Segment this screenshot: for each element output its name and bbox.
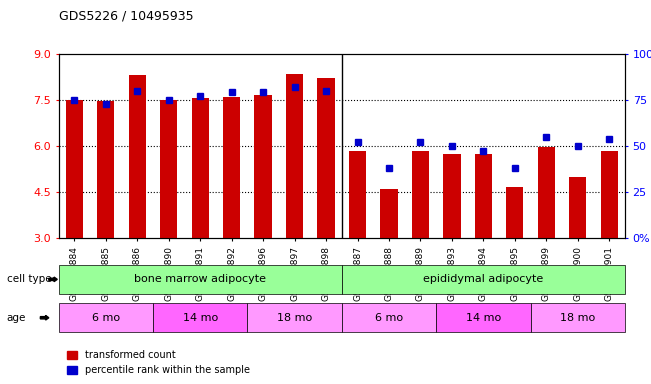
Bar: [191, 98, 209, 238]
Text: 14 mo: 14 mo: [465, 313, 501, 323]
Bar: [286, 74, 303, 238]
Text: 18 mo: 18 mo: [560, 313, 596, 323]
Bar: [349, 151, 366, 238]
Bar: [506, 187, 523, 238]
Bar: [318, 78, 335, 238]
Text: age: age: [7, 313, 26, 323]
Text: GDS5226 / 10495935: GDS5226 / 10495935: [59, 10, 193, 23]
Bar: [412, 151, 429, 238]
Bar: [160, 100, 177, 238]
Bar: [223, 97, 240, 238]
Text: cell type: cell type: [7, 274, 51, 285]
Bar: [538, 147, 555, 238]
Text: 14 mo: 14 mo: [182, 313, 218, 323]
Text: bone marrow adipocyte: bone marrow adipocyte: [134, 274, 266, 285]
Legend: transformed count, percentile rank within the sample: transformed count, percentile rank withi…: [63, 346, 254, 379]
Bar: [380, 189, 398, 238]
Bar: [129, 75, 146, 238]
Bar: [97, 101, 115, 238]
Bar: [569, 177, 587, 238]
Text: 6 mo: 6 mo: [92, 313, 120, 323]
Bar: [255, 95, 271, 238]
Bar: [66, 100, 83, 238]
Text: 18 mo: 18 mo: [277, 313, 312, 323]
Bar: [601, 151, 618, 238]
Text: 6 mo: 6 mo: [375, 313, 403, 323]
Text: epididymal adipocyte: epididymal adipocyte: [423, 274, 544, 285]
Bar: [443, 154, 460, 238]
Bar: [475, 154, 492, 238]
